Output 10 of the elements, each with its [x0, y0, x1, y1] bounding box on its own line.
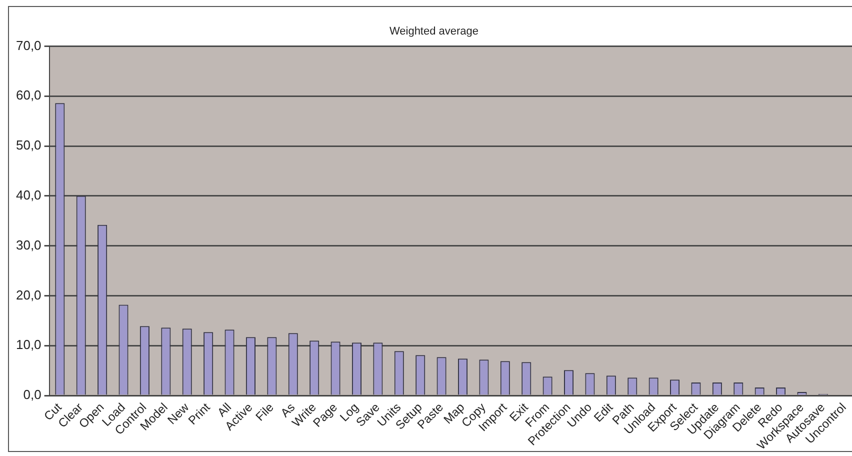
y-tick-label: 70,0 [16, 38, 42, 53]
y-tick-label: 40,0 [16, 187, 42, 202]
y-tick-label: 10,0 [16, 337, 42, 352]
y-tick-label: 30,0 [16, 237, 42, 252]
x-tick-label: File [252, 400, 277, 424]
chart-title: Weighted average [389, 26, 479, 38]
y-tick-label: 0,0 [23, 387, 42, 402]
y-tick-label: 60,0 [16, 88, 42, 103]
y-tick-label: 50,0 [16, 138, 42, 153]
y-tick-label: 20,0 [16, 287, 42, 302]
